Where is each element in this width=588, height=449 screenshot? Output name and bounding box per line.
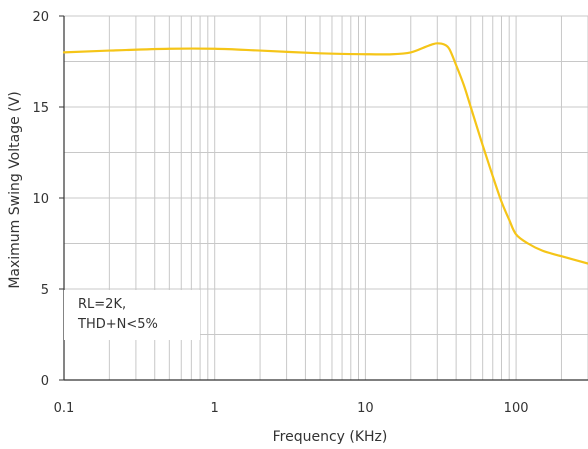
y-tick-label: 20 xyxy=(32,10,49,25)
annotation-line-2: THD+N<5% xyxy=(77,317,158,332)
x-tick-label: 1 xyxy=(211,401,219,416)
x-tick-label: 10 xyxy=(357,401,374,416)
annotation-line-1: RL=2K, xyxy=(78,297,126,312)
x-tick-label: 0.1 xyxy=(54,401,75,416)
annotation-background xyxy=(64,290,200,340)
x-axis-title: Frequency (KHz) xyxy=(273,429,388,445)
y-tick-label: 10 xyxy=(32,192,49,207)
y-tick-label: 15 xyxy=(32,101,49,116)
series-line xyxy=(62,42,588,265)
y-axis-title: Maximum Swing Voltage (V) xyxy=(7,91,23,288)
y-tick-label: 0 xyxy=(41,374,49,389)
plot-area xyxy=(62,42,588,265)
y-tick-label: 5 xyxy=(41,283,49,298)
tick-labels: 0.1 1 10 100 0 5 10 15 20 xyxy=(32,10,528,416)
annotation-box: RL=2K, THD+N<5% xyxy=(64,290,200,340)
grid xyxy=(63,15,588,381)
x-tick-label: 100 xyxy=(504,401,529,416)
